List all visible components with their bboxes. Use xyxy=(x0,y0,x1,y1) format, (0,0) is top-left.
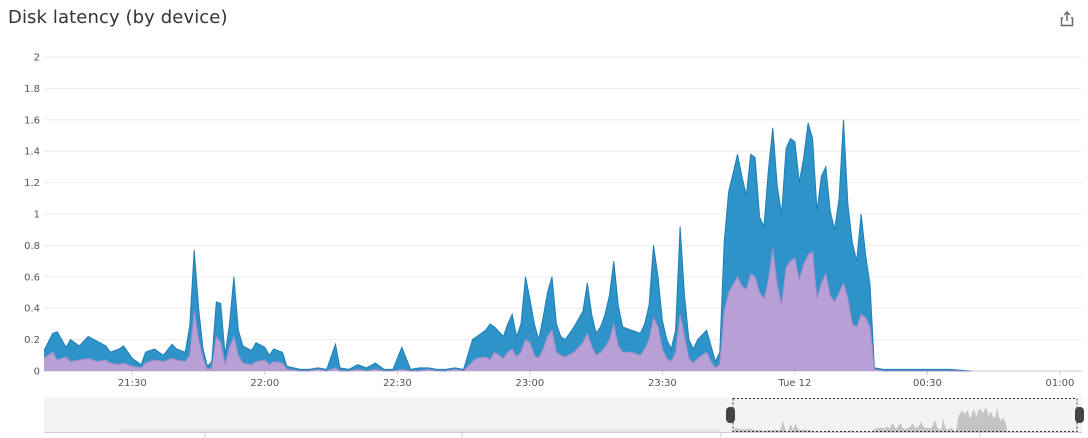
y-tick-label: 0 xyxy=(34,367,40,378)
y-tick-label: 0.2 xyxy=(24,335,40,346)
y-tick-label: 1.2 xyxy=(24,178,40,189)
y-tick-label: 1.4 xyxy=(24,147,40,158)
y-tick-label: 2 xyxy=(34,53,40,64)
y-tick-label: 1 xyxy=(34,210,40,221)
x-tick-label: 00:30 xyxy=(913,378,942,389)
x-tick-label: Tue 12 xyxy=(777,378,811,389)
x-tick-label: 23:00 xyxy=(515,378,544,389)
x-tick-label: 22:30 xyxy=(383,378,412,389)
series-area-device xyxy=(44,248,972,371)
navigator-series-area xyxy=(733,407,1076,432)
y-tick-label: 1.8 xyxy=(24,84,40,95)
x-tick-label: 21:30 xyxy=(118,378,147,389)
chart-title: Disk latency (by device) xyxy=(8,7,228,28)
share-export-icon[interactable] xyxy=(1058,10,1076,28)
y-tick-label: 0.6 xyxy=(24,272,40,283)
navigator-handle-left[interactable] xyxy=(726,407,735,423)
navigator-history-area xyxy=(120,429,720,432)
x-tick-label: 22:00 xyxy=(250,378,279,389)
x-tick-label: 01:00 xyxy=(1046,378,1075,389)
series-line-device xyxy=(43,248,972,372)
navigator-background[interactable] xyxy=(44,398,1082,432)
x-tick-label: 23:30 xyxy=(648,378,677,389)
y-tick-label: 0.4 xyxy=(24,304,40,315)
y-tick-label: 1.6 xyxy=(24,115,40,126)
y-tick-label: 0.8 xyxy=(24,241,40,252)
series-line-total xyxy=(43,119,972,372)
navigator-handle-right[interactable] xyxy=(1075,407,1084,423)
